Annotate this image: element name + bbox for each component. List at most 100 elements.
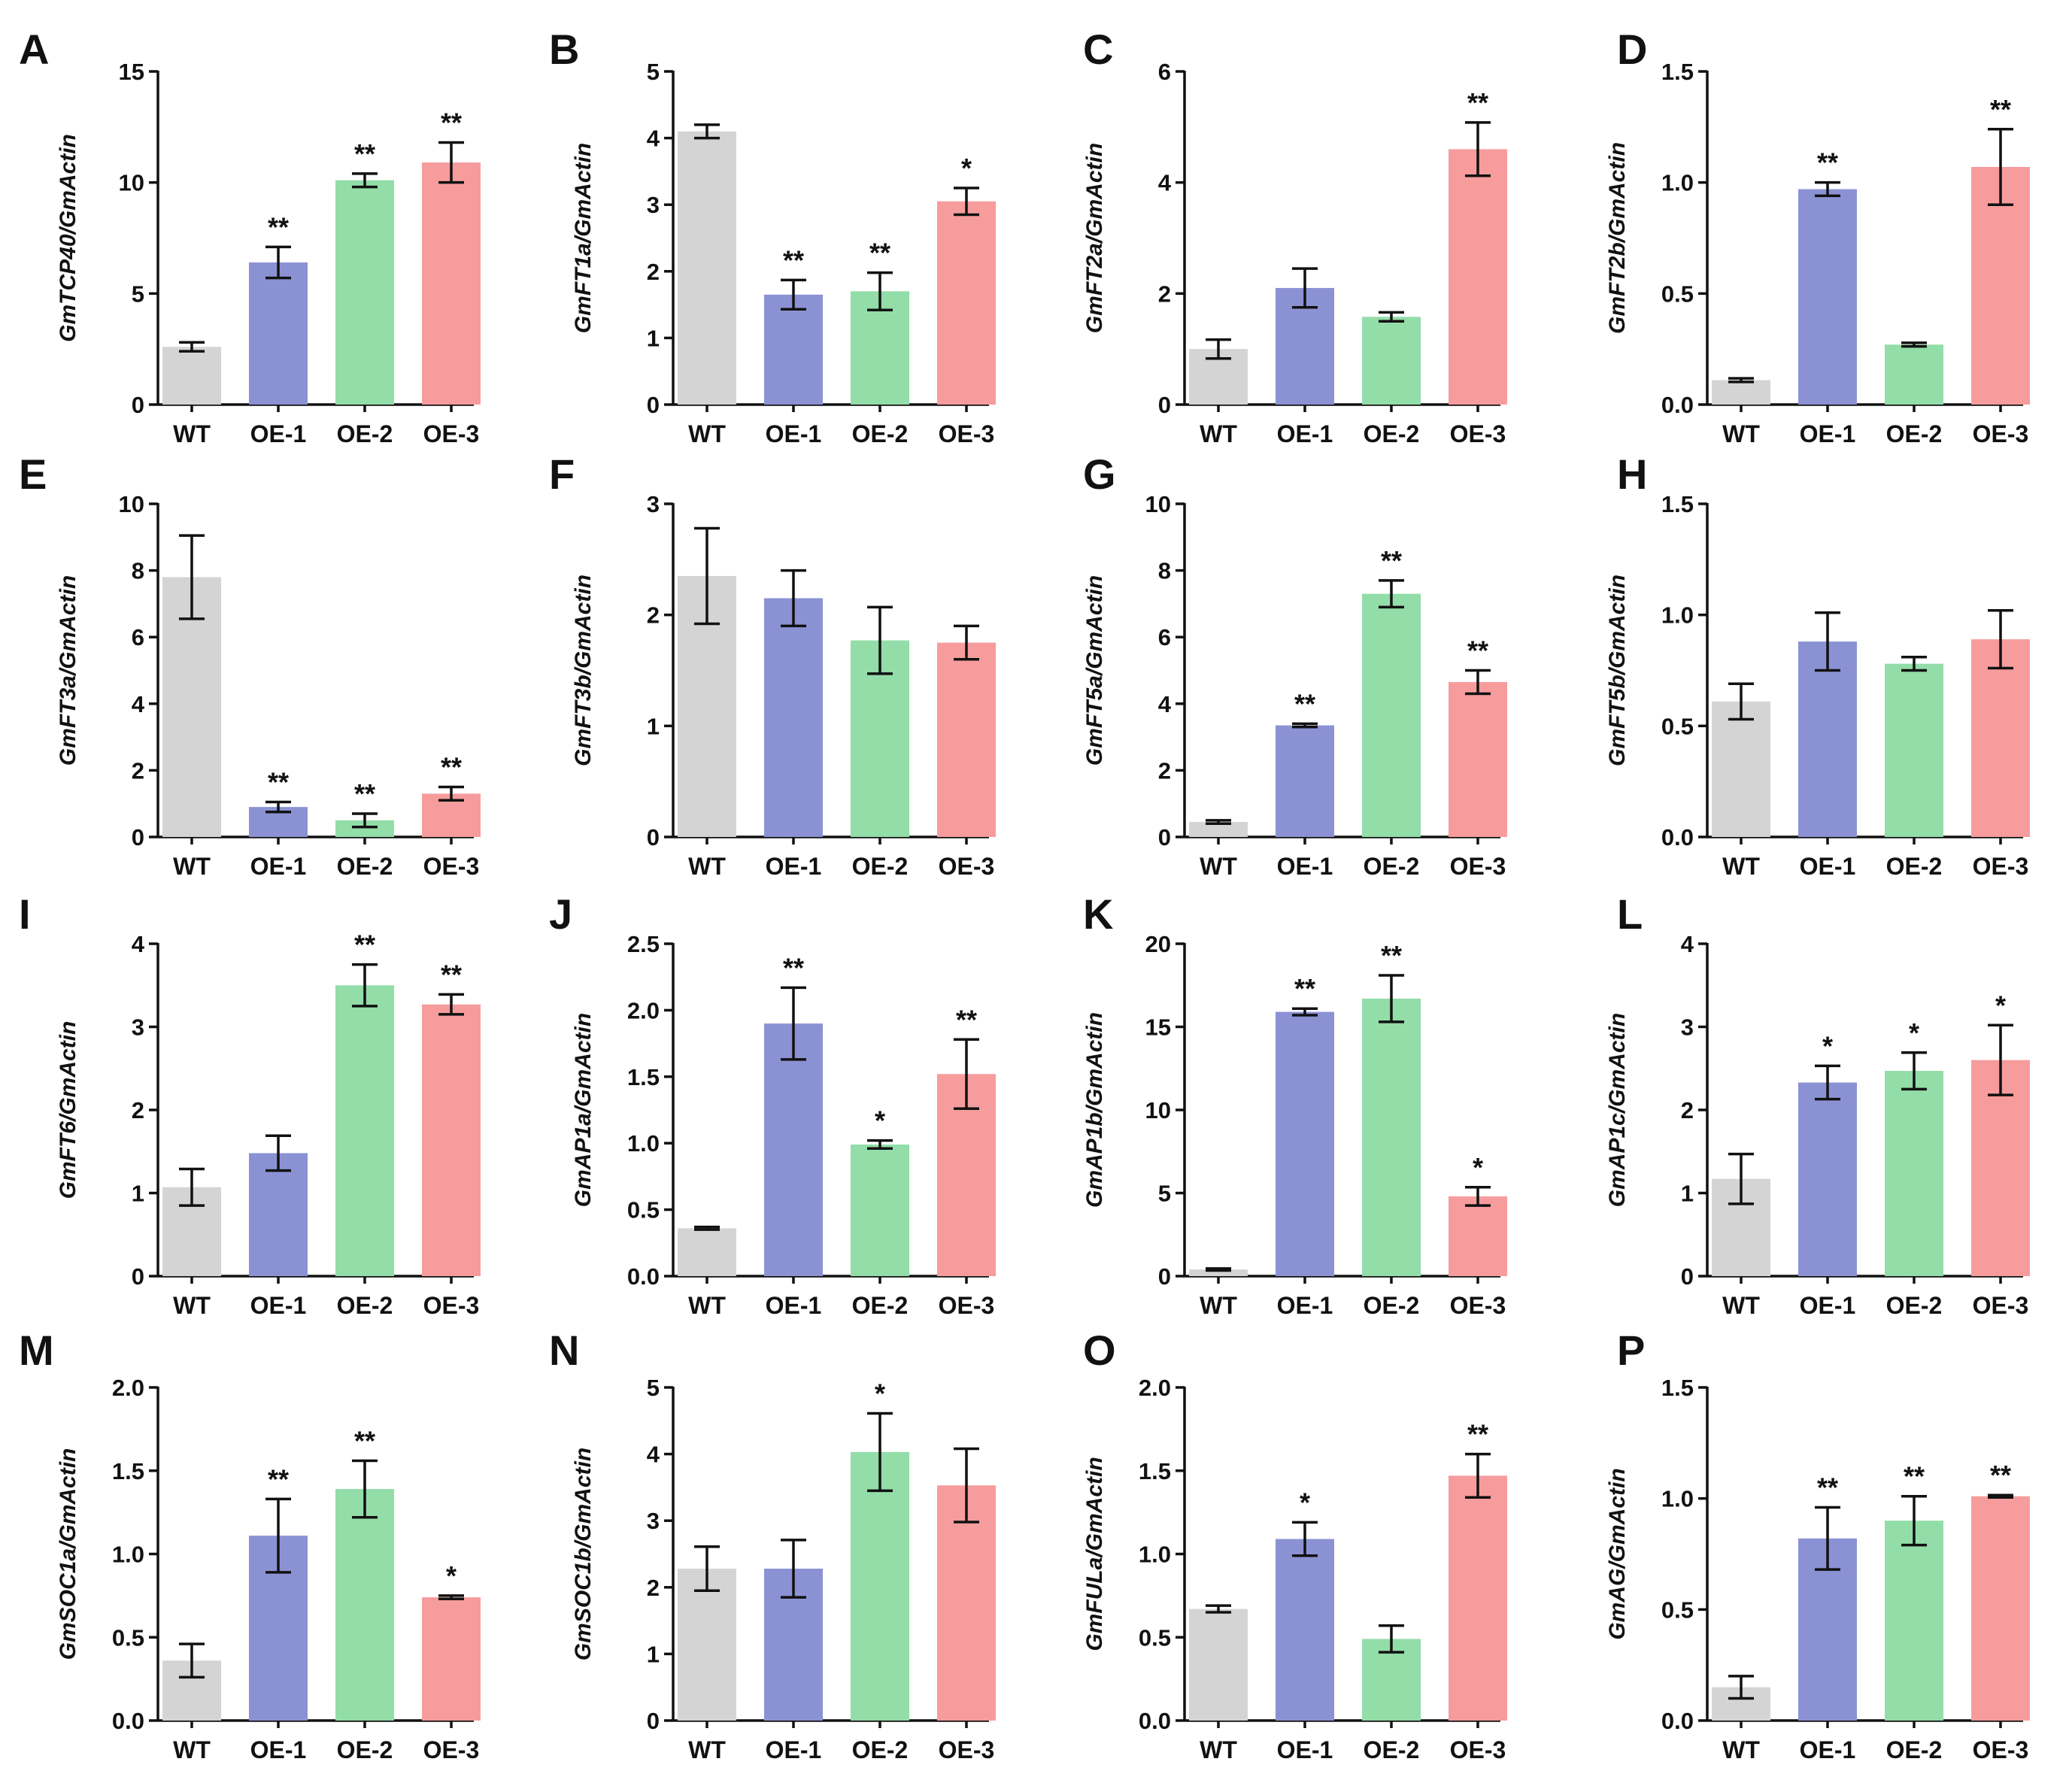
x-tick-label: OE-3	[423, 420, 480, 447]
significance-label: **	[1294, 973, 1315, 1004]
x-tick-label: OE-1	[1277, 853, 1333, 880]
y-tick-label: 1	[1681, 1181, 1694, 1207]
bar-wt	[678, 1228, 736, 1276]
y-tick-label: 5	[132, 280, 144, 307]
bar-wt	[1712, 701, 1770, 837]
y-tick-label: 0.0	[112, 1708, 144, 1734]
x-tick-label: OE-1	[1277, 1736, 1333, 1763]
bar-oe-2	[335, 820, 394, 837]
y-tick-label: 0.0	[1661, 1708, 1694, 1734]
panel-letter: J	[549, 890, 572, 938]
y-tick-label: 0	[132, 824, 144, 851]
significance-label: **	[268, 1463, 289, 1494]
y-tick-label: 2	[647, 602, 660, 629]
bar-oe-3	[1971, 1496, 2030, 1721]
significance-label: **	[783, 952, 804, 983]
x-tick-label: OE-2	[852, 1292, 909, 1319]
x-tick-label: OE-3	[1450, 420, 1506, 447]
panel-G: G 0 2 4 6 8 10 GmFT5a/GmActin WT ** OE-1 ** OE-2 ** OE…	[1082, 450, 1507, 880]
bar-wt	[1712, 380, 1770, 405]
y-tick-label: 4	[132, 691, 145, 717]
x-tick-label: OE-1	[1800, 1292, 1856, 1319]
panel-letter: O	[1083, 1327, 1116, 1374]
y-tick-label: 0	[647, 392, 660, 418]
significance-label: *	[1909, 1017, 1919, 1048]
y-tick-label: 8	[132, 558, 144, 584]
y-tick-label: 2	[647, 1575, 660, 1601]
x-tick-label: WT	[1200, 853, 1237, 880]
x-tick-label: OE-2	[1364, 853, 1420, 880]
significance-label: **	[354, 138, 375, 169]
bar-oe-1	[1798, 189, 1857, 405]
bar-oe-1	[1276, 1539, 1334, 1721]
x-tick-label: OE-3	[939, 1736, 995, 1763]
bar-oe-1	[1798, 1082, 1857, 1276]
significance-label: **	[1467, 1419, 1488, 1450]
panel-letter: H	[1617, 450, 1647, 498]
y-tick-label: 3	[132, 1014, 144, 1041]
y-tick-label: 2	[647, 259, 660, 285]
significance-label: **	[869, 238, 890, 268]
y-tick-label: 0	[1158, 1263, 1171, 1290]
y-tick-label: 1	[647, 713, 660, 739]
y-tick-label: 1	[647, 1641, 660, 1667]
y-tick-label: 2	[1158, 280, 1171, 307]
bar-wt	[678, 131, 736, 405]
y-tick-label: 5	[647, 1375, 660, 1401]
y-tick-label: 1.5	[1661, 491, 1694, 517]
significance-label: **	[1817, 147, 1838, 178]
x-tick-label: OE-2	[1364, 420, 1420, 447]
bar-oe-2	[1885, 1521, 1943, 1721]
bar-wt	[1189, 822, 1248, 837]
y-tick-label: 3	[647, 1508, 660, 1534]
significance-label: *	[1300, 1487, 1310, 1518]
y-tick-label: 5	[647, 59, 660, 85]
x-tick-label: OE-3	[1973, 420, 2029, 447]
significance-label: *	[446, 1560, 457, 1591]
y-tick-label: 10	[119, 491, 144, 517]
y-tick-label: 15	[119, 59, 144, 85]
y-axis-title: GmFT1a/GmActin	[571, 143, 596, 333]
x-tick-label: OE-3	[423, 853, 480, 880]
y-tick-label: 0	[132, 392, 144, 418]
significance-label: **	[268, 766, 289, 797]
y-tick-label: 1.0	[627, 1130, 660, 1157]
y-tick-label: 15	[1145, 1014, 1171, 1041]
panel-letter: A	[19, 26, 49, 73]
y-tick-label: 0	[647, 1708, 660, 1734]
bar-oe-2	[1362, 998, 1421, 1276]
panel-letter: G	[1083, 450, 1116, 498]
significance-label: **	[1381, 940, 1402, 971]
bar-oe-1	[764, 598, 823, 837]
y-axis-title: GmFT3b/GmActin	[571, 575, 596, 766]
y-axis-title: GmSOC1a/GmActin	[56, 1448, 80, 1660]
x-tick-label: WT	[688, 1292, 726, 1319]
y-tick-label: 3	[1681, 1014, 1694, 1041]
x-tick-label: WT	[173, 420, 211, 447]
bar-oe-2	[1885, 663, 1943, 837]
y-tick-label: 2.0	[112, 1375, 144, 1401]
significance-label: *	[1995, 990, 2006, 1020]
panel-letter: E	[19, 450, 47, 498]
y-tick-label: 1	[132, 1181, 144, 1207]
y-tick-label: 4	[647, 126, 660, 152]
bar-oe-1	[249, 262, 308, 405]
y-tick-label: 0.0	[1661, 824, 1694, 851]
y-axis-title: GmFT6/GmActin	[56, 1021, 80, 1199]
x-tick-label: OE-3	[939, 853, 995, 880]
y-axis-title: GmSOC1b/GmActin	[571, 1448, 596, 1660]
panel-D: D 0.0 0.5 1.0 1.5 GmFT2b/GmActin WT ** OE-1 OE-2 *…	[1605, 26, 2030, 447]
y-tick-label: 2.0	[627, 997, 660, 1023]
y-tick-label: 4	[132, 931, 145, 957]
bar-oe-2	[335, 985, 394, 1276]
x-tick-label: OE-2	[337, 1292, 393, 1319]
y-tick-label: 1.0	[1661, 602, 1694, 629]
significance-label: **	[1817, 1472, 1838, 1502]
significance-label: **	[1990, 1460, 2011, 1490]
bar-oe-2	[1885, 344, 1943, 405]
y-axis-title: GmFT5a/GmActin	[1082, 575, 1107, 766]
y-tick-label: 4	[1158, 170, 1172, 196]
y-tick-label: 1.0	[1139, 1542, 1171, 1568]
x-tick-label: OE-1	[766, 1292, 822, 1319]
significance-label: **	[354, 778, 375, 809]
